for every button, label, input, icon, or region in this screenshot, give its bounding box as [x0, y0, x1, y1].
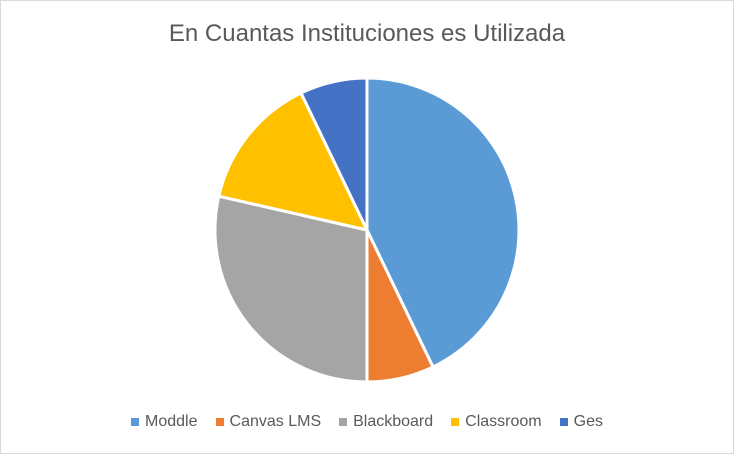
legend-swatch: [215, 418, 224, 426]
legend-label: Blackboard: [353, 413, 434, 430]
legend-entry-canvas-lms: Canvas LMS: [215, 413, 322, 431]
legend-swatch: [131, 418, 140, 426]
legend-entry-classroom: Classroom: [451, 413, 542, 431]
pie-slice-blackboard: [213, 194, 369, 384]
legend-swatch: [559, 418, 568, 426]
chart-title: En Cuantas Instituciones es Utilizada: [168, 20, 566, 47]
legend-swatch: [339, 418, 348, 426]
legend-entry-moddle: Moddle: [131, 413, 198, 431]
legend-swatch: [451, 418, 460, 426]
legend: Moddle Canvas LMS Blackboard Classroom Ges: [1, 413, 733, 431]
legend-label: Moddle: [145, 413, 198, 430]
legend-entry-ges: Ges: [559, 413, 603, 431]
legend-label: Ges: [573, 413, 603, 430]
legend-label: Classroom: [465, 413, 542, 430]
pie-slice-classroom: [217, 91, 369, 232]
legend-entry-blackboard: Blackboard: [339, 413, 433, 431]
pie-slice-ges: [299, 76, 369, 232]
pie-slice-moddle: [365, 76, 521, 369]
legend-label: Canvas LMS: [229, 413, 322, 430]
